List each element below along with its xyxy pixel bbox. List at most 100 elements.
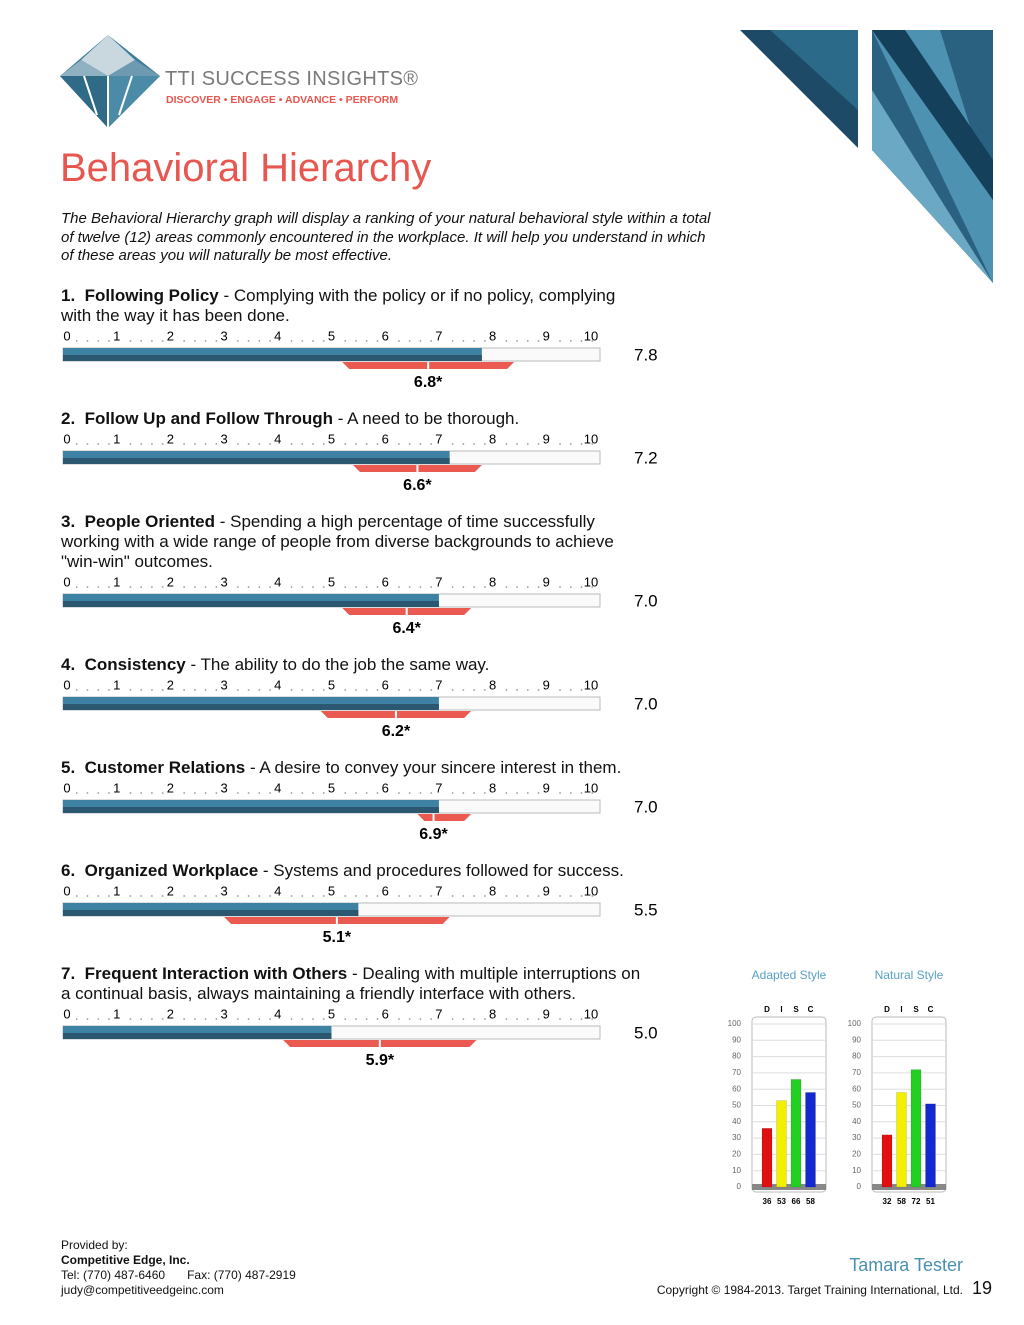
scale-tick-label: 3 — [220, 431, 227, 446]
scale-dot — [151, 689, 153, 691]
category-label: C — [928, 1005, 934, 1014]
scale-dot — [408, 1018, 411, 1020]
scale-dot — [236, 586, 239, 588]
scale-dot — [430, 443, 433, 445]
scale-dot — [258, 689, 261, 691]
scale-dot — [290, 689, 293, 691]
item-number: 7. — [61, 964, 76, 983]
scale-dot — [344, 443, 347, 445]
scale-tick-label: 3 — [220, 677, 227, 692]
scale-tick-label: 0 — [63, 883, 70, 898]
scale-dot — [591, 689, 594, 691]
scale-dot — [516, 443, 518, 445]
scale-dot — [236, 895, 239, 897]
average-label: 6.8* — [414, 374, 443, 391]
y-tick-label: 10 — [852, 1166, 861, 1175]
scale-tick-label: 6 — [382, 883, 389, 898]
scale-tick-label: 5 — [328, 780, 335, 795]
category-label: C — [808, 1005, 814, 1014]
scale-tick-label: 0 — [63, 328, 70, 343]
item-number: 1. — [61, 286, 76, 305]
bar — [925, 1103, 936, 1188]
y-tick-label: 100 — [728, 1019, 742, 1028]
scale-tick-label: 9 — [543, 883, 550, 898]
scale-dot — [322, 340, 325, 342]
brand: TTI SUCCESS INSIGHTS® — [165, 68, 419, 90]
scale-dot — [301, 895, 304, 897]
scale-dot — [483, 443, 486, 445]
scale-dot — [473, 586, 476, 588]
scale-dot — [537, 443, 540, 445]
intro: The Behavioral Hierarchy graph will disp… — [61, 210, 711, 264]
category-label: I — [780, 1005, 782, 1014]
scale-tick-label: 0 — [63, 431, 70, 446]
y-tick-label: 30 — [852, 1133, 861, 1142]
scale-dot — [451, 792, 454, 794]
scale-dot — [301, 1018, 304, 1020]
scale-dot — [408, 895, 411, 897]
scale-dot — [290, 586, 293, 588]
scale-dot — [247, 792, 250, 794]
scale-dot — [451, 586, 454, 588]
scale-dot — [151, 586, 153, 588]
scale-dot — [355, 792, 357, 794]
scale-dot — [344, 689, 347, 691]
value-label: 72 — [912, 1197, 921, 1206]
scale-dot — [462, 792, 465, 794]
scale-dot — [204, 586, 207, 588]
scale-tick-label: 6 — [382, 328, 389, 343]
scale-tick-label: 5 — [328, 677, 335, 692]
scale-dot — [483, 340, 486, 342]
item-title: 5. Customer Relations — [61, 758, 245, 777]
disc-chart: Adapted Style 0 10 20 30 40 50 60 70 80 90 100 D 36 I 5… — [728, 968, 827, 1206]
scale-dot — [462, 895, 465, 897]
scale-tick-label: 4 — [274, 1006, 281, 1021]
scale-dot — [398, 443, 400, 445]
score-bar-shade — [63, 704, 439, 710]
scale-dot — [183, 689, 186, 691]
scale-dot — [161, 586, 164, 588]
scale-dot — [344, 895, 347, 897]
scale-dot — [516, 895, 518, 897]
score-label: 7.0 — [634, 591, 658, 610]
average-label: 6.6* — [403, 477, 432, 494]
scale-dot — [204, 443, 207, 445]
scale-dot — [86, 340, 89, 342]
scale-dot — [344, 792, 347, 794]
y-tick-label: 10 — [732, 1166, 741, 1175]
scale-dot — [129, 586, 132, 588]
scale-dot — [569, 792, 572, 794]
scale-tick-label: 2 — [167, 677, 174, 692]
item-title: 4. Consistency — [61, 655, 186, 674]
scale-dot — [108, 689, 110, 691]
scale-dot — [322, 586, 325, 588]
y-tick-label: 60 — [732, 1084, 741, 1093]
y-tick-label: 20 — [732, 1150, 741, 1159]
scale-tick-label: 8 — [489, 677, 496, 692]
scale-tick-label: 10 — [584, 574, 598, 589]
scale-dot — [215, 340, 218, 342]
scale-dot — [526, 792, 529, 794]
scale-dot — [516, 340, 518, 342]
scale-dot — [193, 792, 196, 794]
scale-dot — [505, 1018, 508, 1020]
scale-dot — [75, 340, 78, 342]
scale-dot — [430, 340, 433, 342]
item-description: - Systems and procedures followed for su… — [262, 861, 624, 880]
scale-dot — [129, 1018, 132, 1020]
scale-tick-label: 2 — [167, 883, 174, 898]
scale-dot — [462, 586, 465, 588]
scale-dot — [312, 340, 314, 342]
scale-tick-label: 9 — [543, 780, 550, 795]
item-description: - Spending a high percentage of time suc… — [61, 512, 614, 571]
scale-dot — [290, 443, 293, 445]
item-heading: 7. Frequent Interaction with Others - De… — [61, 964, 649, 1004]
category-label: S — [913, 1005, 919, 1014]
hierarchy-item: 2. Follow Up and Follow Through - A need… — [61, 409, 721, 512]
scale-dot — [355, 1018, 357, 1020]
scale-dot — [312, 443, 314, 445]
chart-title: Adapted Style — [752, 968, 827, 982]
scale-tick-label: 8 — [489, 328, 496, 343]
item-number: 3. — [61, 512, 76, 531]
